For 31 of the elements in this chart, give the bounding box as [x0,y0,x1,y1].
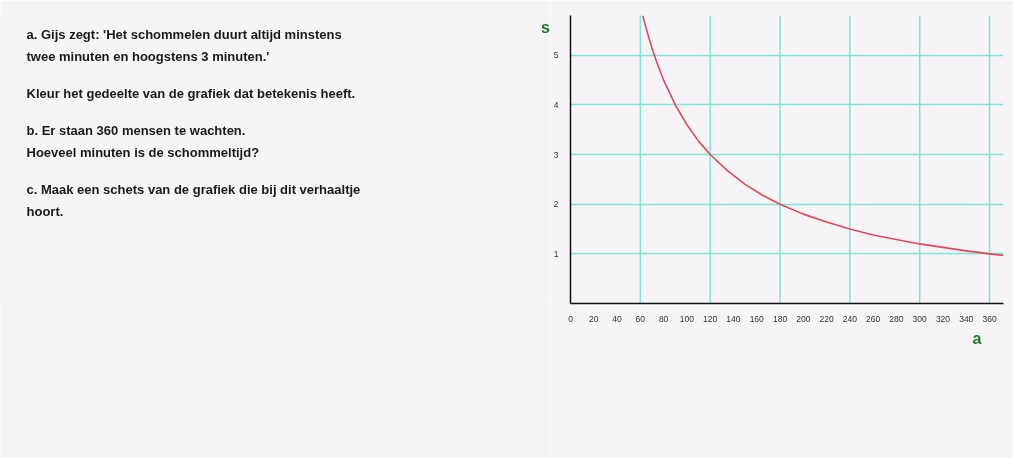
text: Kleur het gedeelte van de grafiek dat betekenis heeft. [26,86,356,101]
x-tick-label: 40 [612,313,623,324]
x-tick-label: 260 [866,313,881,324]
x-tick-label: 180 [772,313,788,324]
y-tick-label: 5 [553,50,559,61]
x-tick-label: 20 [589,313,599,324]
x-tick-label: 140 [726,313,741,324]
y-axis-title: s [541,19,551,36]
x-tick-label: 360 [982,313,997,324]
x-tick-label: 0 [568,313,574,324]
x-tick-label: 280 [889,313,904,324]
x-tick-label: 60 [635,313,646,324]
x-tick-label: 300 [912,313,928,324]
text: a. Gijs zegt: 'Het schommelen duurt altijd minstens twee minuten en hoogstens 3 minuten.' [26,27,342,64]
x-tick-label: 160 [749,313,765,324]
line-series [641,15,1004,257]
x-tick-label: 80 [658,313,669,324]
x-tick-label: 320 [935,313,951,324]
x-tick-label: 220 [819,313,834,324]
text: b. Er staan 360 mensen te wachten. Hoeveel minuten is de schommeltijd? [26,123,260,160]
y-tick-label: 1 [553,248,559,259]
y-tick-label: 2 [553,199,559,210]
x-tick-label: 200 [796,313,811,324]
text: c. Maak een schets van de grafiek die bij dit verhaaltje hoort. [26,182,361,219]
y-tick-label: 4 [553,99,559,110]
x-tick-label: 240 [842,313,858,324]
x-tick-label: 100 [679,313,695,324]
x-tick-label: 120 [703,313,718,324]
x-axis-title: a [972,329,982,347]
y-tick-label: 3 [553,149,559,160]
x-tick-label: 340 [959,313,974,324]
